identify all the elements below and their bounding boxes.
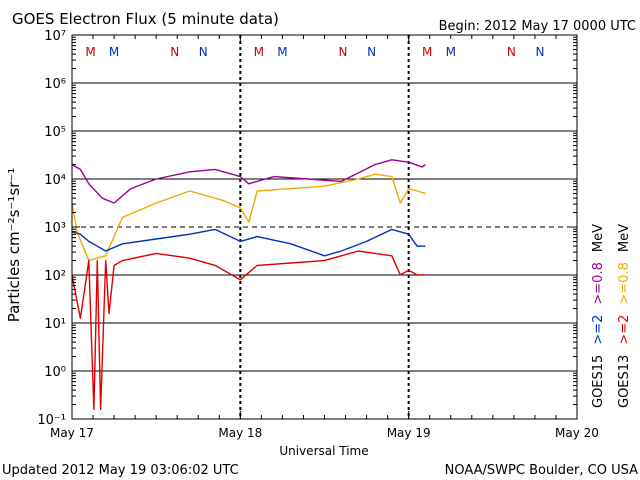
begin-label: Begin: 2012 May 17 0000 UTC	[439, 19, 636, 34]
legend-entry: >=0.8	[617, 262, 632, 304]
event-marker: M	[446, 45, 456, 59]
legend: GOES15 >=2 >=0.8 MeV GOES13 >=2 >=0.8 MeV	[591, 224, 632, 408]
credit-label: NOAA/SWPC Boulder, CO USA	[445, 463, 638, 478]
y-tick-label: 10²	[44, 269, 66, 284]
legend-entry: MeV	[617, 224, 632, 252]
legend-entry: >=0.8	[591, 262, 606, 304]
event-marker: M	[422, 45, 432, 59]
y-axis-label: Particles cm⁻²s⁻¹sr⁻¹	[5, 168, 23, 322]
y-tick-label: 10⁰	[44, 365, 66, 380]
event-marker: N	[170, 45, 179, 59]
series-line-goes15-2	[71, 228, 426, 257]
legend-column: GOES15 >=2 >=0.8 MeV	[591, 224, 606, 408]
x-tick-label: May 19	[387, 426, 431, 440]
chart-title: GOES Electron Flux (5 minute data)	[12, 10, 279, 28]
series-line-goes13-0	[71, 159, 426, 204]
y-tick-label: 10¹	[44, 317, 66, 332]
legend-column: GOES13 >=2 >=0.8 MeV	[617, 224, 632, 408]
x-tick-label: May 20	[555, 426, 599, 440]
event-marker: M	[109, 45, 119, 59]
event-marker: N	[367, 45, 376, 59]
day-boundaries	[239, 35, 410, 419]
y-axis: 10⁻¹ 10⁰ 10¹ 10² 10³ 10⁴ 10⁵ 10⁶ 10⁷	[37, 29, 577, 428]
series-line-goes13-3	[71, 250, 426, 411]
legend-entry: GOES13	[617, 355, 632, 408]
y-tick-label: 10⁴	[44, 173, 66, 188]
legend-entry: MeV	[591, 224, 606, 252]
event-marker: N	[339, 45, 348, 59]
legend-entry: GOES15	[591, 355, 606, 408]
x-tick-label: May 17	[50, 426, 94, 440]
grid-lines	[72, 82, 577, 372]
series-group	[71, 159, 426, 411]
y-tick-label: 10⁷	[44, 29, 66, 44]
event-marker: M	[277, 45, 287, 59]
x-tick-label: May 18	[218, 426, 262, 440]
y-tick-label: 10³	[44, 221, 66, 236]
event-marker: N	[507, 45, 516, 59]
event-marker: M	[85, 45, 95, 59]
y-tick-label: 10⁵	[44, 125, 66, 140]
x-axis-label: Universal Time	[279, 444, 368, 458]
y-tick-label: 10⁶	[44, 77, 66, 92]
y-tick-label: 10⁻¹	[37, 413, 66, 428]
legend-entry: >=2	[591, 315, 606, 345]
x-axis: May 17 May 18 May 19 May 20	[50, 35, 599, 440]
event-marker: M	[254, 45, 264, 59]
series-line-goes15-1	[71, 173, 426, 262]
event-marker: N	[199, 45, 208, 59]
legend-entry: >=2	[617, 315, 632, 345]
updated-label: Updated 2012 May 19 03:06:02 UTC	[2, 463, 239, 478]
event-marker: N	[535, 45, 544, 59]
